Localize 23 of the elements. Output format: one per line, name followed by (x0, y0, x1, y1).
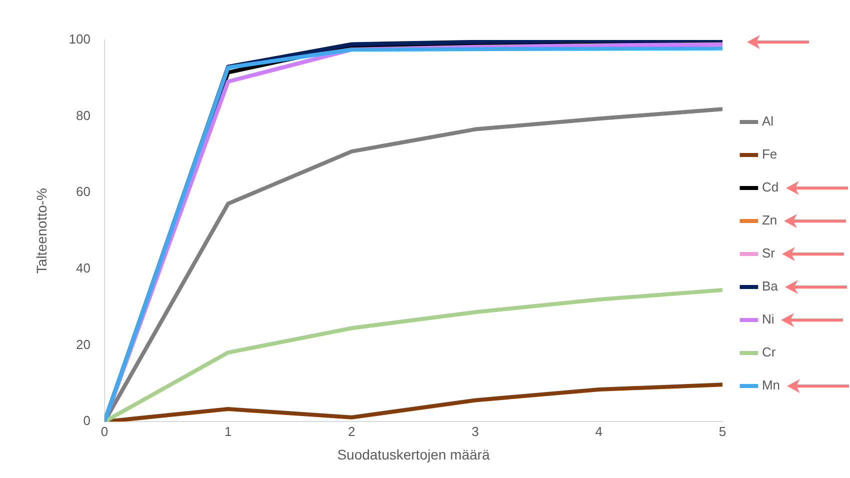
y-tick-label: 40 (76, 260, 90, 276)
legend-label: Fe (762, 146, 778, 162)
y-tick-label: 80 (76, 108, 90, 123)
x-tick-label: 1 (224, 424, 232, 439)
x-tick-label: 5 (718, 424, 726, 439)
x-tick-label: 2 (348, 424, 356, 439)
legend-label: Sr (762, 246, 776, 261)
legend-label: Cd (762, 180, 779, 195)
y-tick-label: 60 (76, 184, 90, 200)
legend-label: Mn (762, 378, 780, 393)
legend-label: Cr (762, 344, 776, 360)
y-tick-label: 100 (68, 32, 90, 47)
x-tick-label: 0 (100, 424, 108, 439)
x-tick-label: 3 (472, 424, 479, 439)
legend-label: Zn (762, 212, 778, 228)
y-axis-title: Talteenotto-% (33, 188, 50, 274)
x-tick-label: 4 (595, 424, 602, 439)
y-tick-label: 0 (83, 413, 90, 428)
legend-label: Ba (762, 278, 779, 294)
legend-label: Ni (762, 312, 774, 327)
x-axis-title: Suodatuskertojen määrä (337, 446, 490, 462)
legend-label: Al (762, 114, 774, 129)
y-tick-label: 20 (76, 336, 90, 352)
